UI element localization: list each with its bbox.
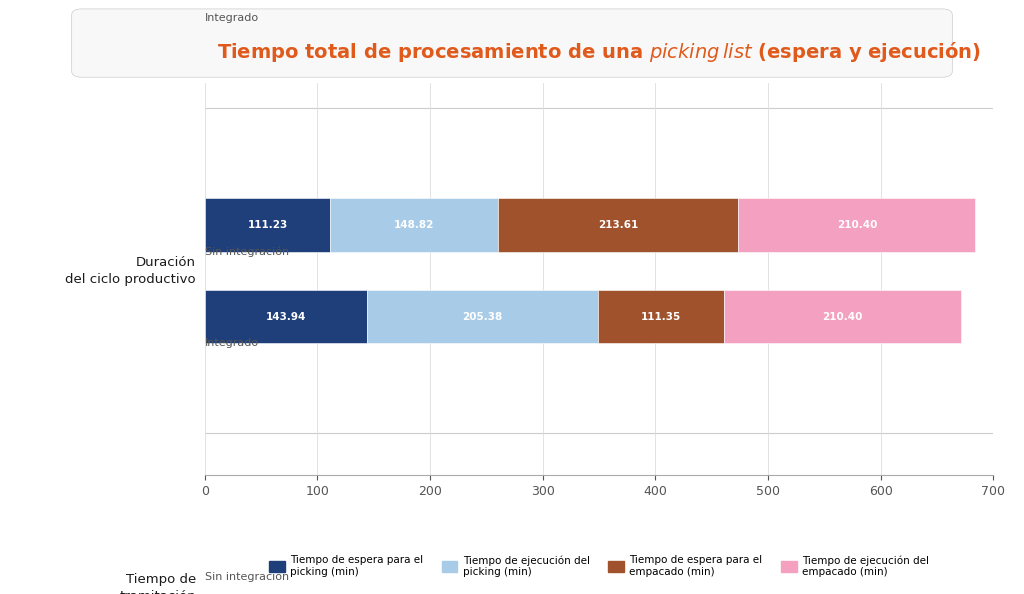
Text: Duración
del ciclo productivo: Duración del ciclo productivo <box>66 256 196 286</box>
Bar <box>205 523 288 577</box>
Text: 146.96: 146.96 <box>350 545 390 555</box>
Bar <box>724 290 961 343</box>
Bar <box>205 290 367 343</box>
Bar <box>205 0 303 18</box>
Text: 73.35: 73.35 <box>229 545 263 555</box>
Text: 143.94: 143.94 <box>265 312 306 322</box>
Text: Sin integración: Sin integración <box>205 246 289 257</box>
Text: Integrado: Integrado <box>205 13 259 23</box>
Bar <box>205 198 330 252</box>
Text: Tiempo de
tramitación
del pedido: Tiempo de tramitación del pedido <box>119 573 196 594</box>
Text: 111.23: 111.23 <box>248 220 288 230</box>
Bar <box>602 523 840 577</box>
Title: Tiempo total de procesamiento de una $\it{picking\/list}$ (espera y ejecución): Tiempo total de procesamiento de una $\i… <box>217 40 981 64</box>
Bar <box>303 0 495 18</box>
Bar <box>288 523 453 577</box>
Bar <box>503 0 739 18</box>
Bar <box>330 198 498 252</box>
Text: 210.40: 210.40 <box>822 312 862 322</box>
Text: 210.40: 210.40 <box>700 545 741 555</box>
Bar <box>738 198 975 252</box>
Legend: Tiempo de espera para el
picking (min), Tiempo de ejecución del
picking (min), T: Tiempo de espera para el picking (min), … <box>265 551 933 582</box>
Text: 213.61: 213.61 <box>598 220 638 230</box>
Text: 148.82: 148.82 <box>393 220 434 230</box>
Bar <box>498 198 738 252</box>
Text: Integrado: Integrado <box>205 339 259 349</box>
Text: 205.38: 205.38 <box>463 312 503 322</box>
Bar <box>495 0 503 18</box>
Text: 210.40: 210.40 <box>837 220 877 230</box>
Text: 132.51: 132.51 <box>508 545 548 555</box>
Bar <box>367 290 598 343</box>
Text: 111.35: 111.35 <box>641 312 681 322</box>
Bar <box>453 523 602 577</box>
Text: Sin integración: Sin integración <box>205 571 289 582</box>
Bar <box>598 290 724 343</box>
